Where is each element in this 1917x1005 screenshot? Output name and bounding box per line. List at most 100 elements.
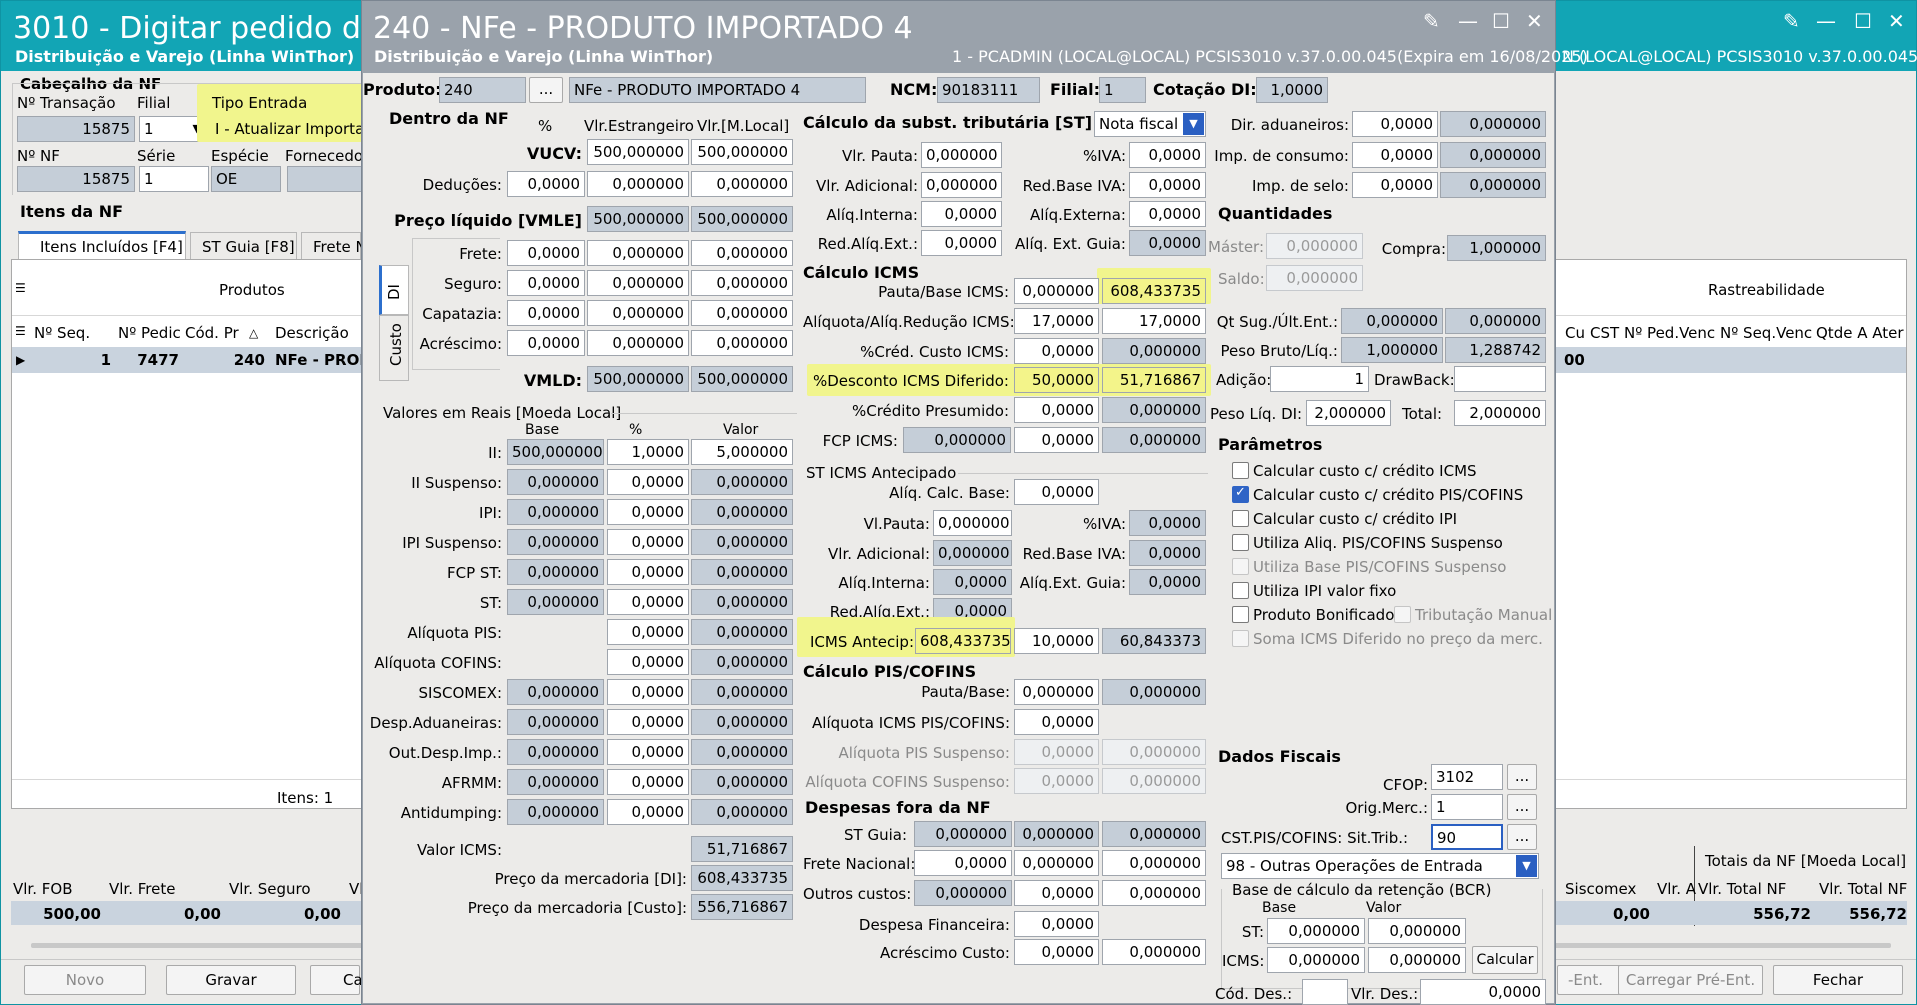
capatazia-local-field[interactable]: 0,000000 [691, 300, 793, 326]
aliq-cofins-pct-field[interactable]: 0,0000 [607, 649, 689, 675]
novo-button[interactable]: Novo [24, 965, 146, 995]
cst-field[interactable]: 90 [1431, 824, 1503, 850]
pis-pauta-field[interactable]: 0,000000 [1014, 679, 1099, 705]
st-pct-field[interactable]: 0,0000 [607, 589, 689, 615]
cst-search-button[interactable]: ... [1507, 824, 1537, 850]
ii-pct-field[interactable]: 1,0000 [607, 439, 689, 465]
tab-di[interactable] [379, 265, 409, 315]
cred-custo-icms-field[interactable]: 0,0000 [1014, 338, 1099, 364]
pis-icms-field[interactable]: 0,0000 [1014, 709, 1099, 735]
ii-suspenso-pct-field[interactable]: 0,0000 [607, 469, 689, 495]
ii-valor-field[interactable]: 5,000000 [691, 439, 793, 465]
cancelar-button[interactable]: Ca [310, 965, 363, 995]
tab-frete[interactable] [301, 232, 361, 259]
outros-custos-pct-field[interactable]: 0,0000 [1014, 880, 1099, 906]
dialog-minimize-icon[interactable]: — [1458, 9, 1478, 33]
acrescimo-custo-field[interactable]: 0,0000 [1014, 939, 1099, 965]
frete-local-field[interactable]: 0,000000 [691, 240, 793, 266]
p2-checkbox[interactable]: ✓ [1232, 485, 1249, 503]
imp-selo-field[interactable]: 0,0000 [1352, 172, 1438, 198]
dialog-edit-icon[interactable]: ✎ [1423, 9, 1440, 33]
acrescimo-pct-field[interactable]: 0,0000 [507, 330, 585, 356]
fcp-st-pct-field[interactable]: 0,0000 [607, 559, 689, 585]
ntransacao-field[interactable]: 15875 [17, 116, 135, 142]
p6-checkbox[interactable] [1232, 582, 1249, 599]
pauta-icms-field[interactable]: 0,000000 [1014, 278, 1099, 304]
chevron-down-icon[interactable]: ▼ [1183, 113, 1204, 135]
grid-menu-icon[interactable]: ☰ [15, 281, 26, 295]
p7-checkbox[interactable] [1232, 606, 1249, 623]
vucv-estr-field[interactable]: 500,000000 [587, 139, 689, 165]
p3-checkbox[interactable] [1232, 510, 1249, 527]
col-qtde[interactable]: Qtde A Ater [1816, 324, 1904, 342]
p1-checkbox[interactable] [1232, 462, 1249, 479]
desp-aduaneiras-pct-field[interactable]: 0,0000 [607, 709, 689, 735]
peso-liq-di-field[interactable]: 2,000000 [1306, 400, 1391, 426]
calcular-button[interactable]: Calcular [1472, 946, 1538, 974]
desc-icms-diferido-field[interactable]: 50,0000 [1014, 367, 1099, 393]
frete-pct-field[interactable]: 0,0000 [507, 240, 585, 266]
fornecedor-field[interactable] [287, 166, 362, 192]
acrescimo-local-field[interactable]: 0,000000 [691, 330, 793, 356]
aliq-icms-field[interactable]: 17,0000 [1014, 308, 1099, 334]
dialog-close-icon[interactable]: ✕ [1526, 9, 1543, 33]
chevron-down-icon[interactable]: ▼ [1516, 855, 1537, 877]
ncm-field[interactable]: 90183111 [937, 77, 1040, 103]
cotacao-field[interactable]: 1,0000 [1256, 77, 1328, 103]
col-ped-venc[interactable]: Nº Ped.Venc [1624, 324, 1716, 342]
filial-select-bg[interactable]: 1▼ [139, 116, 205, 142]
bcr-st-base-field[interactable]: 0,000000 [1267, 918, 1365, 944]
bcr-icms-base-field[interactable]: 0,000000 [1267, 947, 1365, 973]
serie-field[interactable]: 1 [139, 166, 209, 192]
col-seq[interactable]: Nº Seq. [34, 324, 91, 342]
produto-search-button[interactable]: ... [529, 77, 563, 103]
col-cst[interactable]: CST [1590, 324, 1620, 342]
despesa-financeira-field[interactable]: 0,0000 [1014, 911, 1099, 937]
adicao-field[interactable]: 1 [1270, 366, 1369, 392]
vlr-adicional-field[interactable]: 0,000000 [921, 172, 1002, 198]
produto-code-field[interactable]: 240 [439, 77, 526, 103]
especie-field[interactable]: OE [211, 166, 281, 192]
ant-calc-base-field[interactable]: 0,0000 [1014, 479, 1099, 505]
seguro-local-field[interactable]: 0,000000 [691, 270, 793, 296]
tab-custo[interactable] [379, 315, 409, 381]
cfop-search-button[interactable]: ... [1507, 764, 1537, 790]
grid-col-menu-icon[interactable]: ☰ [15, 324, 26, 338]
iva-field[interactable]: 0,0000 [1129, 142, 1206, 168]
sit-trib-select[interactable]: 98 - Outras Operações de Entrada [1221, 853, 1539, 879]
deducoes-pct-field[interactable]: 0,0000 [507, 171, 585, 197]
siscomex-pct-field[interactable]: 0,0000 [607, 679, 689, 705]
vlr-des-field[interactable]: 0,0000 [1420, 979, 1546, 1005]
col-pedido[interactable]: Nº Pedic [118, 324, 181, 342]
ipi-suspenso-pct-field[interactable]: 0,0000 [607, 529, 689, 555]
capatazia-estr-field[interactable]: 0,000000 [587, 300, 689, 326]
deducoes-local-field[interactable]: 0,000000 [691, 171, 793, 197]
aliq-externa-field[interactable]: 0,0000 [1129, 201, 1206, 227]
orig-merc-field[interactable]: 1 [1431, 794, 1503, 820]
aliq-pis-pct-field[interactable]: 0,0000 [607, 619, 689, 645]
deducoes-estr-field[interactable]: 0,000000 [587, 171, 689, 197]
frete-estr-field[interactable]: 0,000000 [587, 240, 689, 266]
p4-checkbox[interactable] [1232, 534, 1249, 551]
filial-field[interactable]: 1 [1099, 77, 1146, 103]
red-aliq-ext-field[interactable]: 0,0000 [921, 230, 1002, 256]
outros-custos-value[interactable]: 0,000000 [1102, 880, 1206, 906]
main-maximize-icon[interactable]: ☐ [1854, 9, 1872, 33]
aliq-interna-field[interactable]: 0,0000 [921, 201, 1002, 227]
acrescimo-estr-field[interactable]: 0,000000 [587, 330, 689, 356]
capatazia-pct-field[interactable]: 0,0000 [507, 300, 585, 326]
frete-nacional-pct-field[interactable]: 0,000000 [1014, 850, 1099, 876]
drawback-field[interactable] [1454, 366, 1546, 392]
cred-presumido-field[interactable]: 0,0000 [1014, 397, 1099, 423]
main-edit-icon[interactable]: ✎ [1783, 9, 1800, 33]
tab-st-guia[interactable] [190, 232, 297, 259]
carregar-pre-ent-button[interactable]: Carregar Pré-Ent. [1618, 965, 1763, 995]
vucv-local-field[interactable]: 500,000000 [691, 139, 793, 165]
cod-des-field[interactable] [1302, 979, 1348, 1005]
nnf-field[interactable]: 15875 [17, 166, 135, 192]
fechar-button[interactable]: Fechar [1773, 965, 1903, 995]
col-cod[interactable]: Cód. Pr [185, 324, 239, 342]
antidumping-pct-field[interactable]: 0,0000 [607, 799, 689, 825]
red-base-iva-field[interactable]: 0,0000 [1129, 172, 1206, 198]
out-desp-imp-pct-field[interactable]: 0,0000 [607, 739, 689, 765]
